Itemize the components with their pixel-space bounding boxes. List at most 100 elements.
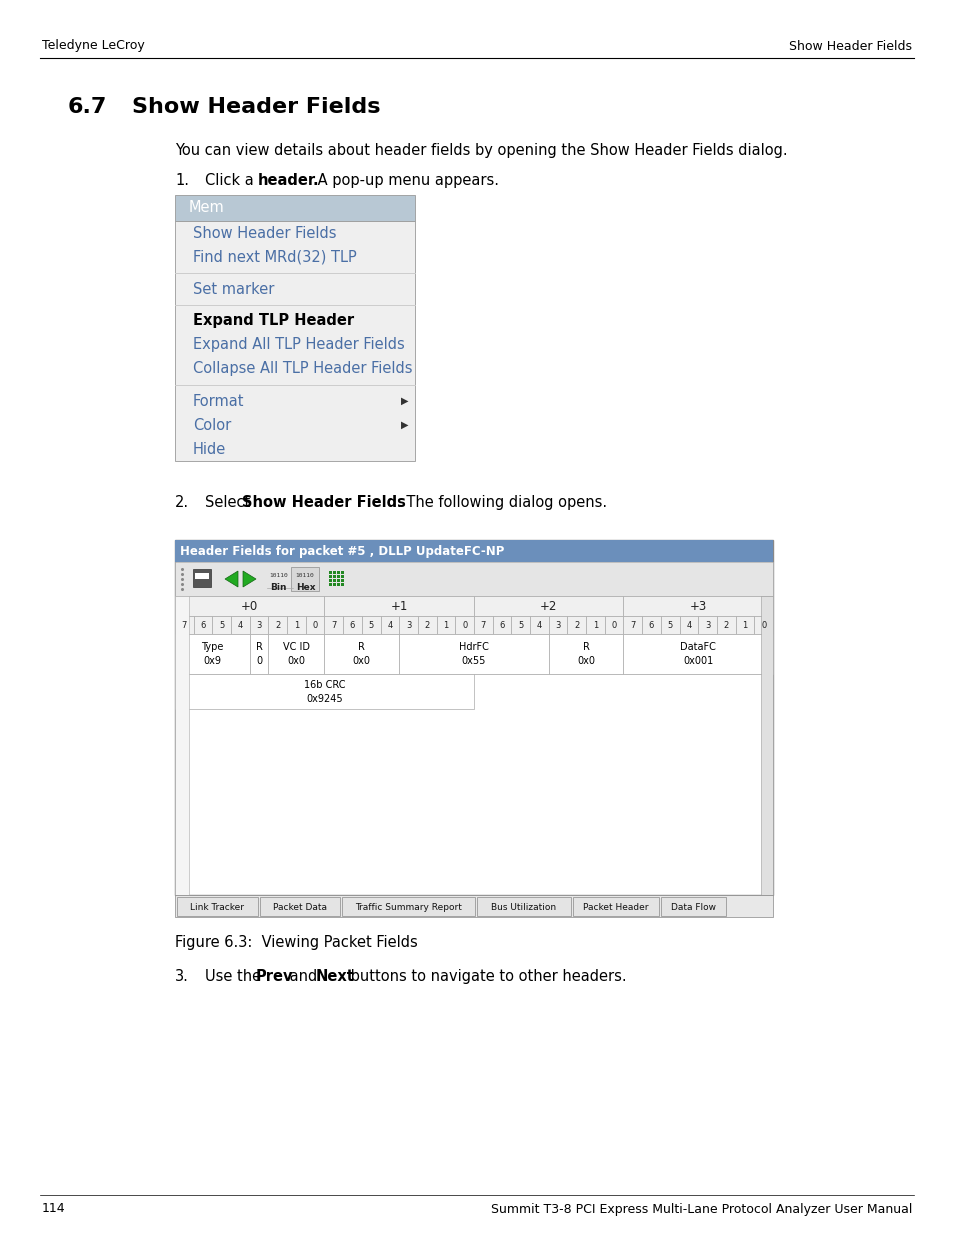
Text: Show Header Fields: Show Header Fields [193, 226, 336, 241]
Text: 6: 6 [200, 620, 206, 630]
Text: VC ID: VC ID [283, 642, 310, 652]
Bar [174, 221, 415, 461]
Text: 1.: 1. [174, 173, 189, 188]
Bar [291, 567, 318, 592]
Text: Format: Format [193, 394, 244, 409]
Bar [585, 616, 604, 634]
Text: 1: 1 [592, 620, 598, 630]
Bar [324, 597, 474, 616]
Bar [336, 579, 339, 582]
Bar [333, 571, 335, 574]
Text: 3: 3 [704, 620, 710, 630]
Text: Packet Header: Packet Header [582, 903, 648, 911]
Text: and: and [285, 969, 321, 984]
Text: +2: +2 [539, 599, 557, 613]
Text: 4: 4 [387, 620, 392, 630]
Text: 5: 5 [368, 620, 374, 630]
Text: Set marker: Set marker [193, 282, 274, 296]
Bar [333, 579, 335, 582]
Text: Bus Utilization: Bus Utilization [491, 903, 556, 911]
Text: Hide: Hide [193, 441, 226, 457]
Bar [698, 616, 717, 634]
Bar [660, 897, 725, 916]
Bar [194, 573, 209, 579]
Text: 4: 4 [537, 620, 541, 630]
Bar [324, 634, 399, 674]
Text: You can view details about header fields by opening the Show Header Fields dialo: You can view details about header fields… [174, 143, 787, 158]
Bar [306, 616, 324, 634]
Text: Expand All TLP Header Fields: Expand All TLP Header Fields [193, 337, 404, 352]
Bar [231, 616, 250, 634]
Text: Link Tracker: Link Tracker [191, 903, 244, 911]
Text: Click a: Click a [205, 173, 258, 188]
Bar [324, 616, 343, 634]
Text: 0x9245: 0x9245 [306, 694, 342, 704]
Text: Show Header Fields: Show Header Fields [132, 98, 380, 117]
Text: buttons to navigate to other headers.: buttons to navigate to other headers. [346, 969, 626, 984]
Text: Show Header Fields: Show Header Fields [242, 495, 405, 510]
Bar [417, 616, 436, 634]
Bar [336, 583, 339, 585]
Bar [268, 634, 324, 674]
Text: 6: 6 [498, 620, 504, 630]
Bar [573, 897, 659, 916]
Bar [260, 897, 339, 916]
Text: R: R [255, 642, 262, 652]
Text: +1: +1 [390, 599, 408, 613]
Text: Collapse All TLP Header Fields: Collapse All TLP Header Fields [193, 362, 412, 377]
Bar [343, 616, 361, 634]
Bar [679, 616, 698, 634]
Text: 6.7: 6.7 [68, 98, 108, 117]
Bar [336, 571, 339, 574]
Bar [548, 616, 567, 634]
Text: 0: 0 [313, 620, 317, 630]
Text: 10110: 10110 [269, 573, 288, 578]
Text: 10110: 10110 [294, 573, 314, 578]
Text: 7: 7 [480, 620, 485, 630]
Text: 4: 4 [237, 620, 243, 630]
Text: Type: Type [201, 642, 223, 652]
Text: Header Fields for packet #5 , DLLP UpdateFC-NP: Header Fields for packet #5 , DLLP Updat… [180, 545, 504, 557]
Text: . The following dialog opens.: . The following dialog opens. [396, 495, 606, 510]
Bar [174, 895, 772, 918]
Text: Teledyne LeCroy: Teledyne LeCroy [42, 40, 145, 53]
Bar [717, 616, 735, 634]
Bar [174, 562, 772, 597]
Bar [333, 583, 335, 585]
Bar [329, 579, 332, 582]
Text: Expand TLP Header: Expand TLP Header [193, 314, 354, 329]
Bar [174, 634, 772, 674]
Bar [177, 897, 257, 916]
Text: 2: 2 [723, 620, 728, 630]
Text: Figure 6.3:  Viewing Packet Fields: Figure 6.3: Viewing Packet Fields [174, 935, 417, 950]
Text: 6: 6 [648, 620, 654, 630]
Text: 0: 0 [461, 620, 467, 630]
Bar [174, 540, 772, 562]
Bar [604, 616, 623, 634]
Bar [530, 616, 548, 634]
Bar [340, 571, 344, 574]
Text: 0: 0 [611, 620, 617, 630]
Bar [492, 616, 511, 634]
Text: 7: 7 [181, 620, 187, 630]
Bar [174, 540, 772, 895]
Text: 7: 7 [630, 620, 635, 630]
Text: ▶: ▶ [401, 420, 408, 430]
Text: HdrFC: HdrFC [458, 642, 489, 652]
Text: 4: 4 [685, 620, 691, 630]
Text: 5: 5 [219, 620, 224, 630]
Bar [455, 616, 474, 634]
Bar [623, 616, 641, 634]
Bar [735, 616, 754, 634]
Bar [213, 616, 231, 634]
Text: 0: 0 [255, 656, 262, 666]
Bar [754, 616, 772, 634]
Bar [476, 897, 571, 916]
Bar [333, 576, 335, 578]
Bar [174, 597, 324, 616]
Text: DataFC: DataFC [679, 642, 716, 652]
Text: 1: 1 [741, 620, 747, 630]
Text: 0: 0 [760, 620, 765, 630]
Bar [329, 571, 332, 574]
Text: 2: 2 [424, 620, 430, 630]
